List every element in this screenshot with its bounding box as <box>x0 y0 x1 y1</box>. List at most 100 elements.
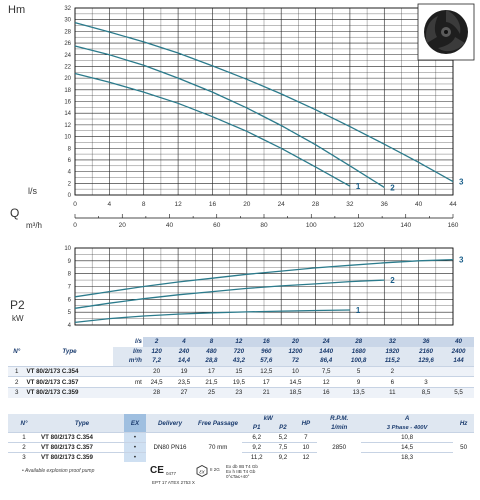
perf-head-value <box>443 365 474 377</box>
ex-marking: II 2G <box>210 467 220 472</box>
power-curve-label-2: 2 <box>390 276 395 285</box>
flow-ls-tick: 32 <box>346 201 354 208</box>
power-y-tick: 10 <box>64 246 71 252</box>
flow-ls-tick: 0 <box>73 201 77 208</box>
head-curve-label-3: 3 <box>459 178 464 187</box>
performance-table: N° Type l/s 2 4 8 12 16 20 24 28 32 36 40 l/m 120 2… <box>8 337 474 398</box>
perf-m3h-cell: 57,6 <box>252 356 280 367</box>
spec-row-a: 18,3 <box>360 452 454 462</box>
power-yunit: kW <box>12 314 24 323</box>
perf-col-n: N° <box>13 347 21 355</box>
perf-row-unit <box>113 386 143 398</box>
perf-head-value: 21,5 <box>197 376 226 388</box>
flow-m3h-tick: 80 <box>260 222 268 229</box>
perf-head-value: 23 <box>225 386 253 398</box>
perf-head-value: 2 <box>375 365 409 377</box>
perf-head-value: 14,5 <box>280 376 311 388</box>
spec-col-n: N° <box>8 414 40 433</box>
perf-lm-cell: 960 <box>252 346 280 357</box>
spec-col-type: Type <box>40 414 124 433</box>
spec-row-ex: • <box>124 442 146 453</box>
perf-ls-cell: 12 <box>225 337 253 347</box>
head-y-tick: 26 <box>64 41 71 47</box>
flow-ls-label: l/s <box>28 186 37 196</box>
perf-table-row: 3 VT 80/2/173 C.359 28 27 25 23 21 18,5 16 13,5 11… <box>8 386 474 398</box>
svg-text:εx: εx <box>199 469 204 475</box>
spec-col-hp: HP <box>294 414 318 433</box>
spec-col-a-sub: 3 Phase - 400V <box>360 423 454 433</box>
perf-head-value: 11 <box>375 386 409 398</box>
flow-ls-tick: 8 <box>142 201 146 208</box>
perf-head-value: 25 <box>197 386 226 398</box>
spec-row-a: 14,5 <box>360 442 454 453</box>
ce-number: 0477 <box>166 471 177 476</box>
spec-col-passage: Free Passage <box>194 414 242 433</box>
perf-m3h-cell: 115,2 <box>375 356 409 367</box>
spec-rpm: 2850 <box>317 432 361 462</box>
perf-ls-cell: 32 <box>375 337 409 347</box>
spec-hz: 50 <box>453 432 474 462</box>
perf-row-type: VT 80/2/173 C.359 <box>25 386 114 398</box>
power-y-tick: 8 <box>68 272 72 278</box>
spec-row-hp: 12 <box>294 452 318 462</box>
perf-head-value: 15 <box>225 365 253 377</box>
perf-m3h-cell: 14,4 <box>170 356 198 367</box>
perf-head-value: 19 <box>170 365 198 377</box>
ce-mark: CE <box>150 465 164 476</box>
flow-ls-tick: 16 <box>209 201 217 208</box>
perf-head-value <box>443 376 474 388</box>
perf-head-value: 27 <box>170 386 198 398</box>
head-y-tick: 4 <box>68 170 72 176</box>
spec-row-p2: 9,2 <box>271 452 295 462</box>
spec-free-passage: 70 mm <box>194 432 242 462</box>
perf-lm-cell: 720 <box>225 346 253 357</box>
perf-unit-m3h: m³/h <box>113 356 143 367</box>
head-curve-1 <box>74 72 351 187</box>
flow-q-label: Q <box>10 206 20 220</box>
power-plot-frame <box>74 247 454 326</box>
perf-ls-cell: 2 <box>142 337 171 347</box>
spec-col-rpm: R.P.M. <box>317 414 361 423</box>
perf-m3h-cell: 144 <box>443 356 474 367</box>
flow-ls-tick: 44 <box>449 201 457 208</box>
flow-ls-tick: 36 <box>381 201 389 208</box>
perf-head-value: 20 <box>142 365 171 377</box>
flow-ls-tick: 4 <box>108 201 112 208</box>
perf-ls-cell: 36 <box>408 337 444 347</box>
spec-table-row: 2 VT 80/2/173 C.357 • 9,2 7,5 10 14,5 <box>8 442 474 453</box>
spec-col-p2: P2 <box>271 423 295 433</box>
perf-head-value: 5 <box>341 365 376 377</box>
perf-ls-cell: 40 <box>443 337 474 347</box>
head-y-tick: 20 <box>64 76 71 82</box>
power-curve-label-1: 1 <box>356 306 361 315</box>
head-plot-frame <box>74 7 454 196</box>
perf-head-value: 7,5 <box>310 365 342 377</box>
ex-line-2: Ex h IIB T4 Gb <box>226 469 256 474</box>
spec-row-type: VT 80/2/173 C.354 <box>40 432 124 443</box>
perf-row-unit: mt <box>113 376 143 388</box>
power-y-tick: 7 <box>68 285 72 291</box>
spec-col-a: A <box>360 414 454 423</box>
head-curve-label-2: 2 <box>390 183 395 192</box>
flow-m3h-tick: 120 <box>353 222 364 229</box>
perf-head-value: 8,5 <box>408 386 444 398</box>
perf-head-value: 12,5 <box>252 365 280 377</box>
spec-row-hp: 7 <box>294 432 318 443</box>
perf-head-value: 17 <box>197 365 226 377</box>
atex-certificate: EPT 17 ATEX 2753 X <box>152 480 195 485</box>
spec-row-p1: 11,2 <box>242 452 272 462</box>
perf-col-type: Type <box>62 347 77 355</box>
perf-head-value: 10 <box>280 365 311 377</box>
perf-unit-ls: l/s <box>135 338 142 346</box>
impeller-icon <box>417 3 475 61</box>
perf-head-value: 13,5 <box>341 386 376 398</box>
power-curve-3 <box>74 258 454 298</box>
head-y-tick: 8 <box>68 146 72 152</box>
power-y-tick: 4 <box>68 323 72 329</box>
perf-lm-cell: 2160 <box>408 346 444 357</box>
ex-hexagon-icon: εx <box>196 464 208 482</box>
perf-row-n: 2 <box>8 376 26 388</box>
ex-line-3: 0°≤Ta≤+40° <box>226 474 250 479</box>
perf-head-value: 23,5 <box>170 376 198 388</box>
